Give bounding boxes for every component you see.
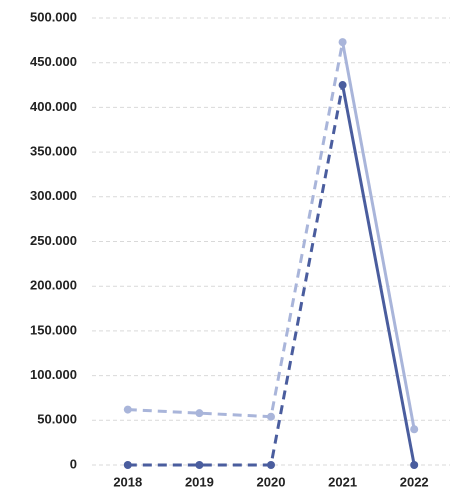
x-tick-label: 2018 xyxy=(113,474,142,489)
series-line xyxy=(127,84,345,467)
x-tick-label: 2020 xyxy=(257,474,286,489)
x-tick-label: 2022 xyxy=(400,474,429,489)
point xyxy=(123,461,132,469)
y-tick-label: 350.000 xyxy=(30,144,77,159)
x-tick-label: 2021 xyxy=(328,474,357,489)
y-tick-label: 0 xyxy=(70,456,77,471)
y-tick-label: 450.000 xyxy=(30,54,77,69)
point xyxy=(410,425,419,434)
series-line xyxy=(341,84,416,466)
x-tick-label: 2019 xyxy=(185,474,214,489)
y-tick-label: 50.000 xyxy=(37,412,77,427)
point xyxy=(267,461,275,469)
y-tick-label: 300.000 xyxy=(30,188,77,203)
point xyxy=(338,38,347,47)
y-tick-label: 250.000 xyxy=(30,233,77,248)
point xyxy=(123,405,132,414)
point xyxy=(267,412,275,421)
point xyxy=(410,461,419,469)
series-line xyxy=(127,41,345,419)
point xyxy=(338,81,347,90)
y-tick-label: 150.000 xyxy=(30,322,77,337)
y-tick-label: 500.000 xyxy=(30,9,77,24)
y-tick-label: 400.000 xyxy=(30,99,77,114)
y-tick-label: 200.000 xyxy=(30,278,77,293)
series-line xyxy=(341,41,416,430)
point xyxy=(195,409,204,418)
y-tick-label: 100.000 xyxy=(30,367,77,382)
point xyxy=(195,461,204,469)
